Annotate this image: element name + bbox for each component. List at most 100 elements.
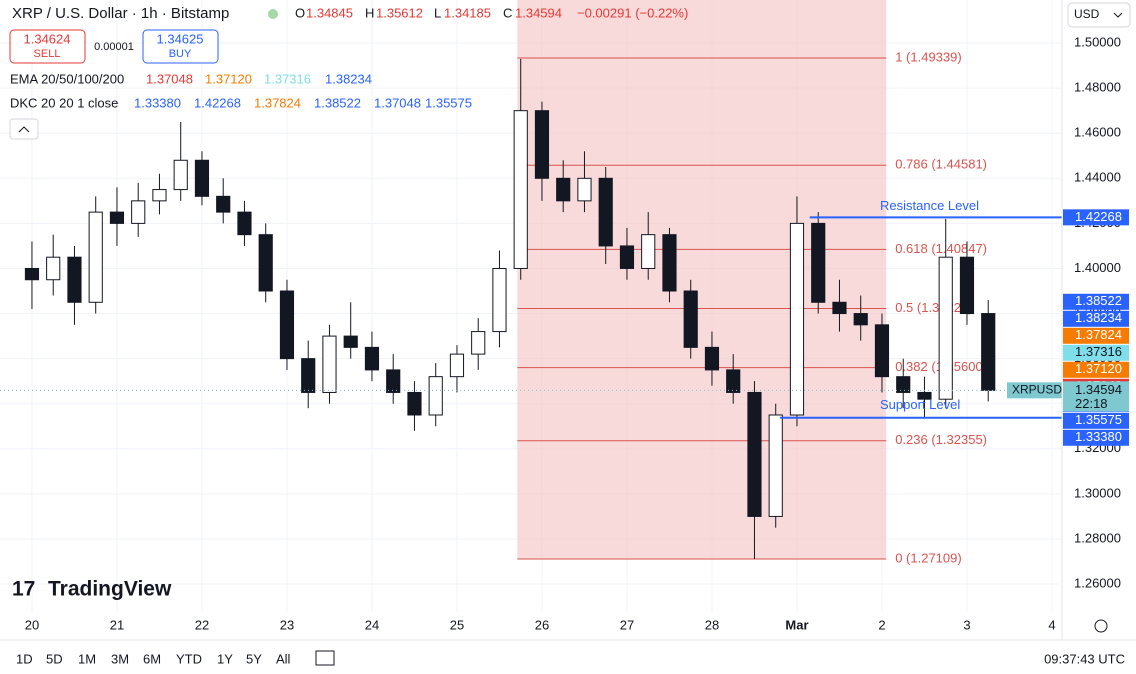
brand: TradingView [48, 578, 172, 601]
candle-body [216, 195, 231, 213]
candle-body [24, 267, 40, 281]
candle-body [407, 391, 422, 416]
candle-body [258, 234, 273, 292]
dkc-value: 1.38522 [314, 95, 361, 110]
buy-label: BUY [169, 48, 192, 60]
o-label: O [295, 5, 305, 20]
candle-body [789, 222, 805, 416]
last-price-tag [1063, 381, 1129, 412]
price-tag-label: 1.42268 [1075, 209, 1122, 224]
clock: 09:37:43 UTC [1044, 651, 1125, 666]
candle-body [364, 346, 380, 371]
range-button[interactable]: 3M [111, 651, 129, 666]
price-tag [1063, 412, 1129, 429]
dkc-value: 1.42268 [194, 95, 241, 110]
symbol[interactable]: XRP / U.S. Dollar · 1h · Bitstamp [12, 5, 229, 22]
range-button[interactable]: YTD [176, 651, 202, 666]
candle-body [683, 290, 698, 348]
candle-body [152, 189, 167, 202]
x-tick-label: 23 [280, 617, 294, 632]
currency-select[interactable] [1067, 2, 1131, 28]
y-tick-label: 1.44000 [1074, 170, 1121, 185]
buy-price: 1.34625 [157, 31, 204, 46]
price-tag-label: 1.33380 [1075, 429, 1122, 444]
x-tick-label: Mar [785, 617, 808, 632]
candle-body [131, 200, 146, 224]
candle-body [194, 159, 210, 197]
last-price-label: 1.34594 [1075, 382, 1122, 397]
candle-body [513, 110, 528, 269]
candle-body [88, 211, 103, 303]
candle-body [832, 301, 847, 315]
range-button[interactable]: 1D [16, 651, 33, 666]
price-tag-label: 1.38234 [1075, 310, 1122, 325]
candle-body [67, 256, 82, 303]
currency: USD [1074, 7, 1100, 21]
price-tag [1063, 344, 1129, 361]
x-tick-label: 22 [195, 617, 209, 632]
candle-body [598, 177, 613, 247]
price-tag [1063, 327, 1129, 344]
range-button[interactable]: 1Y [217, 651, 233, 666]
y-tick-label: 1.50000 [1074, 34, 1121, 49]
candle-body [747, 391, 762, 517]
range-button[interactable]: All [276, 651, 291, 666]
fib-label: 0.236 (1.32355) [895, 432, 987, 447]
spread: 0.00001 [94, 41, 134, 53]
ema-value: 1.37120 [205, 71, 252, 86]
fib-label: 0.618 (1.40847) [895, 241, 987, 256]
dkc-value: 1.33380 [134, 95, 181, 110]
range-button[interactable]: 5D [46, 651, 63, 666]
range-button[interactable]: 1M [78, 651, 96, 666]
collapse-icon [18, 126, 30, 133]
ema-value: 1.37048 [146, 71, 193, 86]
buy-button[interactable] [142, 29, 219, 64]
candle-body [704, 346, 720, 371]
range-button[interactable]: 6M [143, 651, 161, 666]
candle-body [534, 110, 550, 179]
price-tag-label: 1.37824 [1075, 327, 1122, 342]
ema-name: EMA 20/50/100/200 [10, 71, 124, 86]
x-tick-label: 3 [963, 617, 970, 632]
price-tag-label: 1.37120 [1075, 361, 1122, 376]
x-tick-label: 2 [878, 617, 885, 632]
candle-body [343, 335, 358, 348]
y-tick-label: 1.26000 [1074, 575, 1121, 590]
dkc-value: 1.35575 [425, 95, 472, 110]
sell-label: SELL [34, 48, 61, 60]
sell-button[interactable] [9, 29, 86, 64]
candle-body [896, 376, 911, 393]
level-label: Resistance Level [880, 198, 979, 213]
range-button[interactable]: 5Y [246, 651, 262, 666]
countdown: 22:18 [1075, 396, 1108, 411]
x-tick-label: 27 [620, 617, 634, 632]
dkc-value: 1.37824 [254, 95, 301, 110]
y-tick-label: 1.30000 [1074, 485, 1121, 500]
collapse-button[interactable] [9, 118, 39, 140]
last-symbol: XRPUSD [1012, 382, 1062, 396]
candle-body [619, 245, 635, 269]
candle-body [811, 222, 826, 303]
candle-body [959, 256, 975, 315]
x-tick-label: 4 [1048, 617, 1055, 632]
last-symbol-tag [1007, 382, 1062, 399]
candle-body [726, 369, 741, 393]
y-tick-label: 1.48000 [1074, 80, 1121, 95]
candle-body [322, 335, 337, 393]
ema-value: 1.37316 [264, 71, 311, 86]
candle-body [492, 267, 507, 333]
sell-price: 1.34624 [24, 31, 71, 46]
candle-body [449, 353, 465, 378]
candle-body [556, 177, 571, 202]
h-value: 1.35612 [376, 5, 423, 20]
x-tick-label: 26 [535, 617, 549, 632]
settings-icon[interactable] [1094, 619, 1108, 633]
candle-body [386, 369, 401, 393]
candle-body [641, 234, 656, 269]
price-tag-label: 1.37316 [1075, 344, 1122, 359]
calendar-icon[interactable] [315, 650, 335, 666]
candle-body [853, 313, 868, 326]
o-value: 1.34845 [306, 5, 353, 20]
candle-body [768, 414, 783, 517]
status-dot [268, 9, 278, 19]
